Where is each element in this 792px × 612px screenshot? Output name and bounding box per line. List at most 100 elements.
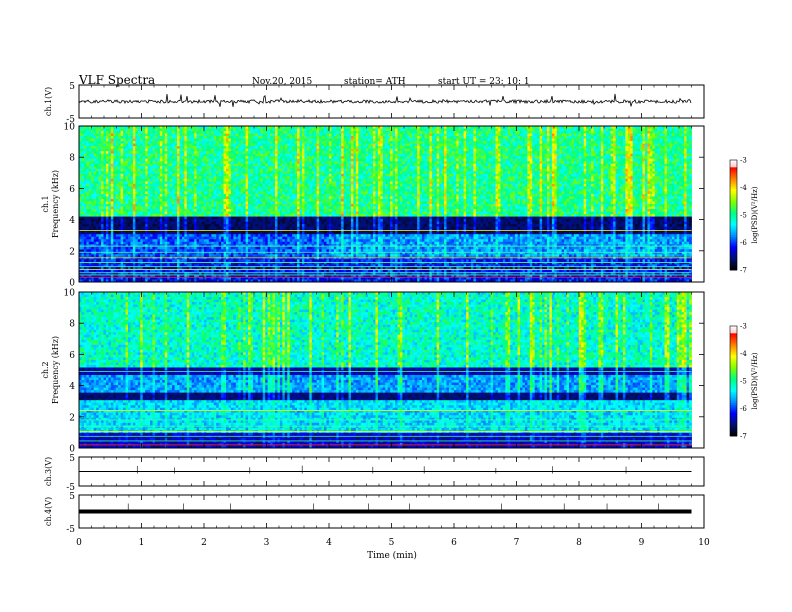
s1-cell [588, 158, 592, 162]
s1-cell [480, 133, 484, 137]
s1-cell [314, 126, 318, 129]
s1-cell [456, 128, 460, 132]
s1-cell [397, 161, 401, 165]
s1-cell [314, 131, 318, 134]
s1-cell [446, 131, 450, 134]
s1-cell [642, 141, 646, 145]
s1-cell [331, 148, 335, 152]
s1-cell [123, 161, 126, 165]
s1-cell [422, 163, 425, 167]
s1-cell [154, 153, 158, 157]
s1-cell [319, 156, 322, 160]
s1-cell [370, 171, 374, 175]
s1-cell [424, 163, 428, 167]
s1-cell [667, 131, 670, 134]
s1-cell [297, 163, 300, 167]
s1-cell [284, 163, 288, 167]
s1-cell [490, 153, 494, 157]
s1-cell [101, 173, 104, 177]
s1-cell [480, 126, 484, 129]
s1-cell [671, 156, 675, 160]
s1-cell [524, 141, 528, 145]
s1-cell [652, 153, 656, 157]
s1-cell [644, 143, 648, 147]
s1-cell [108, 133, 112, 137]
s1-cell [618, 153, 621, 157]
s1-cell [505, 158, 509, 162]
s1-cell [419, 158, 423, 162]
s1-cell [644, 151, 648, 155]
s1-cell [387, 136, 391, 139]
s1-cell [262, 143, 266, 147]
s1-cell [637, 138, 641, 142]
s1-cell [211, 146, 215, 150]
s1-cell [475, 163, 479, 167]
s1-cell [583, 141, 587, 145]
s1-cell [145, 161, 148, 165]
s1-cell [346, 161, 349, 165]
s1-cell [201, 146, 205, 150]
s1-cell [270, 146, 273, 150]
s1-cell [436, 131, 440, 134]
s1-cell [515, 143, 518, 147]
s1-cell [338, 173, 342, 177]
s1-cell [475, 138, 479, 142]
s1-cell [348, 166, 352, 170]
s1-cell [615, 138, 619, 142]
s1-cell [532, 168, 536, 172]
s1-cell [314, 158, 318, 162]
s1-cell [123, 138, 126, 142]
s1-cell [502, 131, 506, 134]
s1-cell [358, 133, 362, 137]
s1-cell [140, 168, 144, 172]
s1-cell [583, 156, 587, 160]
s1-cell [162, 126, 166, 129]
s1-cell [172, 131, 175, 134]
s1-cell [554, 161, 558, 165]
s1-cell [137, 143, 141, 147]
s1-cell [422, 143, 425, 147]
s1-cell [659, 171, 663, 175]
s1-cell [500, 146, 504, 150]
s1-cell [549, 143, 553, 147]
s1-cell [674, 131, 678, 134]
s1-cell [118, 136, 122, 139]
s1-cell [603, 126, 607, 129]
s1-cell [426, 153, 430, 157]
s1-cell [630, 126, 634, 129]
s1-cell [549, 166, 553, 170]
s1-cell [240, 138, 244, 142]
s1-cell [316, 161, 320, 165]
s1-cell [676, 166, 680, 170]
s1-cell [417, 156, 420, 160]
s1-cell [608, 151, 612, 155]
s1-cell [468, 138, 472, 142]
s1-cell [132, 163, 136, 167]
s1-cell [252, 141, 256, 145]
s1-cell [297, 153, 300, 157]
s1-cell [667, 146, 670, 150]
s1-cell [86, 171, 90, 175]
s1-cell [118, 161, 122, 165]
s1-cell [216, 128, 220, 132]
s1-cell [373, 136, 376, 139]
s1-cell [522, 168, 526, 172]
s1-cell [333, 171, 337, 175]
s1-cell [377, 163, 381, 167]
s1-cell [248, 171, 251, 175]
s1-cell [637, 133, 641, 137]
s1-cell [424, 161, 428, 165]
s1-cell [458, 168, 462, 172]
s1-cell [551, 143, 555, 147]
s1-cell [206, 166, 210, 170]
s1-cell [150, 158, 153, 162]
s1-cell [213, 143, 217, 147]
s1-cell [632, 128, 636, 132]
s1-cell [618, 133, 621, 137]
s1-cell [137, 163, 141, 167]
s1-cell [419, 133, 423, 137]
s1-cell [118, 128, 122, 132]
s1-cell [471, 171, 474, 175]
s1-cell [549, 138, 553, 142]
s1-cell [424, 151, 428, 155]
